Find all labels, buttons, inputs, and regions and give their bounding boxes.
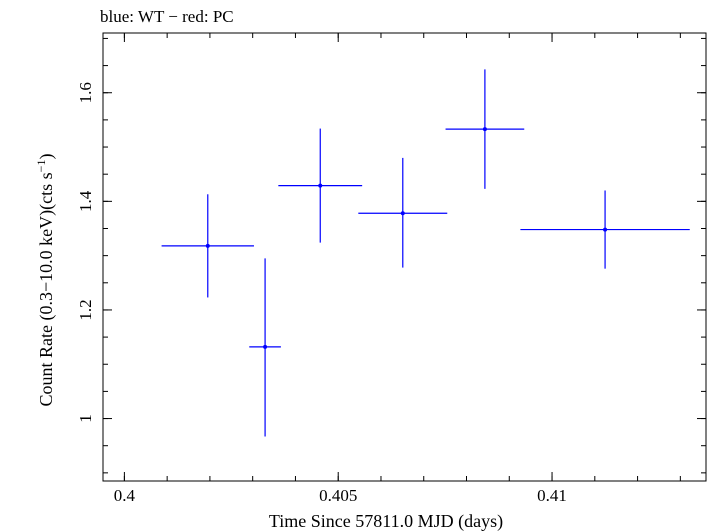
- y-tick-label: 1: [76, 414, 95, 423]
- x-tick-label: 0.4: [114, 486, 136, 505]
- data-marker: [400, 211, 405, 216]
- data-marker: [318, 183, 323, 188]
- x-axis-label: Time Since 57811.0 MJD (days): [269, 511, 503, 532]
- y-axis-label-end: ): [36, 154, 57, 160]
- y-tick-label: 1.4: [76, 190, 95, 212]
- y-tick-label: 1.2: [76, 299, 95, 320]
- data-point: [161, 194, 254, 298]
- data-point: [358, 157, 448, 268]
- x-tick-label: 0.405: [319, 486, 357, 505]
- x-tick-label: 0.41: [537, 486, 567, 505]
- y-axis-label-main: Count Rate (0.3−10.0 keV)(cts s: [36, 172, 57, 406]
- data-marker: [205, 243, 210, 248]
- data-point: [249, 258, 281, 437]
- data-marker: [603, 227, 608, 232]
- y-tick-label: 1.6: [76, 82, 95, 103]
- y-axis-label-superscript: −1: [34, 160, 48, 173]
- x-tick-labels: 0.4 0.405 0.41: [114, 486, 567, 505]
- data-point: [278, 128, 363, 243]
- y-tick-labels: 1 1.2 1.4 1.6: [76, 82, 95, 423]
- chart-title: blue: WT − red: PC: [100, 7, 234, 26]
- axis-ticks: [103, 33, 706, 481]
- data-marker: [482, 127, 487, 132]
- y-axis-label: Count Rate (0.3−10.0 keV)(cts s−1): [34, 154, 57, 407]
- data-marker: [263, 344, 268, 349]
- plot-frame: [102, 32, 707, 482]
- data-points: [161, 69, 690, 437]
- data-point: [520, 190, 690, 269]
- data-point: [445, 69, 525, 189]
